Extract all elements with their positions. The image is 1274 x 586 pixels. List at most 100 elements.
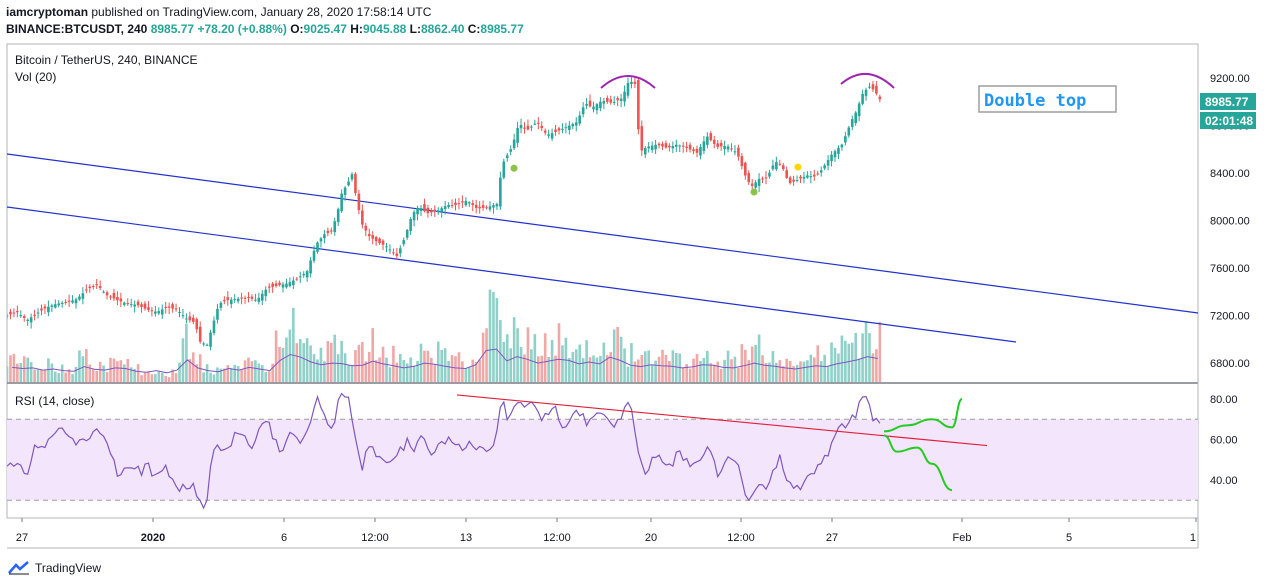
candle-body: [440, 208, 443, 212]
rsi-projection-up: [883, 398, 963, 433]
volume-bar: [133, 368, 136, 382]
volume-bar: [174, 373, 178, 382]
rsi-tick-0: 40.00: [1210, 475, 1238, 487]
candle-body: [595, 104, 599, 111]
volume-bar: [471, 359, 475, 382]
volume-bar: [775, 362, 778, 382]
volume-bar: [840, 335, 844, 382]
annotation-box[interactable]: [978, 85, 1117, 113]
candle-body: [385, 246, 388, 248]
volume-bar: [585, 340, 588, 382]
candle-body: [581, 107, 585, 115]
rsi-tick-1: 60.00: [1210, 435, 1238, 447]
candle-body: [298, 276, 302, 278]
candle-body: [143, 303, 147, 309]
candle-body: [22, 316, 26, 318]
candle-body: [119, 298, 123, 302]
candle-body: [630, 81, 633, 85]
candle-body: [671, 145, 675, 149]
candle-body: [12, 312, 16, 314]
candle-body: [26, 319, 29, 321]
double-top-arc-right: [840, 72, 895, 89]
volume-bar: [7, 366, 9, 382]
time-tick-11: 1: [1190, 532, 1196, 544]
candle-body: [516, 127, 519, 143]
candle-body: [430, 210, 433, 213]
candle-body: [202, 343, 205, 345]
volume-bar: [574, 349, 578, 382]
volume-bar: [785, 358, 788, 382]
candle-body: [764, 177, 768, 179]
volume-bar: [802, 361, 806, 382]
candle-body: [95, 284, 98, 286]
candle-body: [606, 97, 609, 102]
candle-body: [612, 101, 616, 103]
volume-bar: [140, 375, 143, 382]
double-top-arc-left: [600, 75, 656, 89]
candle-body: [288, 282, 292, 287]
high-value: 9045.88: [362, 22, 407, 36]
candle-body: [123, 302, 126, 305]
candle-body: [364, 225, 368, 231]
candle-body: [178, 311, 181, 313]
candle-body: [71, 300, 74, 303]
candle-body: [557, 128, 561, 131]
volume-bar: [719, 368, 723, 382]
volume-bar: [868, 333, 871, 382]
candle-body: [833, 151, 837, 158]
candle-body: [312, 250, 316, 261]
candle-body: [292, 280, 295, 286]
volume-bar: [816, 345, 820, 382]
rsi-tick-2: 80.00: [1210, 394, 1238, 406]
candle-body: [730, 148, 733, 150]
signal-markers: [510, 163, 802, 196]
candle-body: [781, 165, 785, 170]
candle-body: [813, 174, 816, 177]
candle-body: [609, 99, 613, 103]
volume-bar: [109, 357, 112, 382]
candle-body: [526, 125, 530, 130]
volume-bar: [426, 350, 430, 382]
volume-bar: [195, 364, 199, 382]
volume-bar: [668, 360, 671, 382]
candle-body: [295, 278, 299, 280]
volume-bar: [254, 360, 257, 382]
time-axis[interactable]: 27 2020 6 12:00 13 12:00 20 12:00 27 Feb 5 1: [16, 518, 1197, 544]
time-tick-6: 20: [645, 532, 657, 544]
tradingview-logo[interactable]: TradingView: [8, 560, 101, 576]
author-name[interactable]: iamcryptoman: [6, 5, 89, 19]
volume-bar: [688, 368, 692, 382]
volume-bar: [516, 328, 519, 382]
price-tick-6: 9200.00: [1210, 73, 1250, 85]
candle-body: [412, 212, 416, 221]
volume-bar: [343, 353, 347, 382]
tradingview-logo-text: TradingView: [35, 561, 102, 575]
candle-body: [640, 126, 644, 151]
volume-bar: [9, 355, 12, 382]
volume-bar: [844, 340, 847, 382]
volume-bar: [288, 329, 292, 382]
candle-body: [747, 173, 751, 183]
volume-bar: [647, 350, 650, 382]
volume-bar: [336, 354, 340, 382]
volume-bar: [261, 365, 264, 382]
volume-bar: [523, 354, 526, 382]
volume-bar: [799, 361, 802, 382]
volume-bar: [709, 363, 713, 382]
time-tick-5: 12:00: [543, 532, 571, 544]
candle-body: [181, 315, 185, 317]
volume-bar: [229, 367, 233, 382]
open-value: 9025.47: [303, 22, 347, 36]
candle-body: [150, 310, 154, 312]
volume-bar: [364, 361, 368, 382]
countdown-tag: [1200, 112, 1256, 129]
volume-bar: [871, 353, 875, 382]
rsi-axis[interactable]: 40.00 60.00 80.00: [1210, 394, 1238, 487]
candle-body: [768, 172, 771, 177]
volume-bar: [813, 357, 816, 382]
signal-marker-0: [510, 164, 518, 172]
candle-body: [733, 151, 737, 153]
candle-body: [505, 155, 509, 159]
candle-body: [319, 238, 323, 242]
